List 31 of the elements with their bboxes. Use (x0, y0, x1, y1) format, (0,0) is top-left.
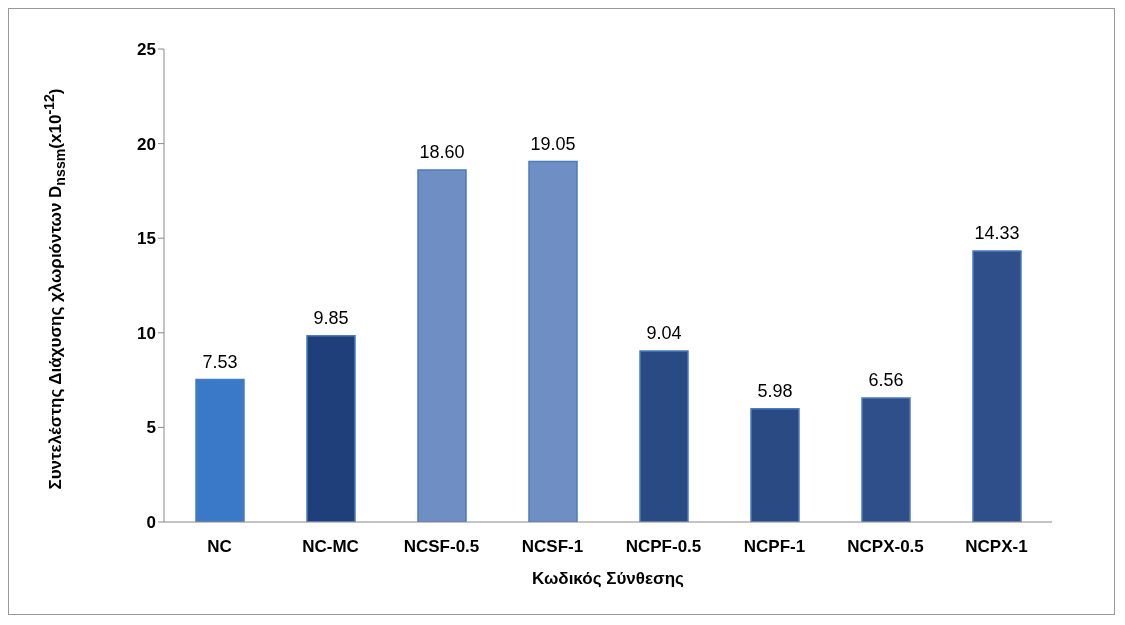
bar (417, 169, 467, 522)
data-label: 7.53 (202, 351, 238, 372)
x-tick-label: NCPF-0.5 (625, 537, 702, 557)
y-tick-label: 25 (137, 40, 156, 60)
data-label: 18.60 (419, 142, 465, 163)
x-tick-label: NCSF-1 (521, 537, 584, 557)
bar (972, 250, 1022, 522)
x-axis-title: Κωδικός Σύνθεσης (532, 569, 685, 588)
bar (639, 350, 689, 522)
x-tick-label: NCPX-0.5 (847, 537, 924, 557)
x-tick-label: NCPX-1 (965, 537, 1028, 557)
x-tick-label: NCPF-1 (743, 537, 806, 557)
bar (306, 334, 356, 522)
x-tick-label: NC-MC (302, 537, 359, 557)
y-tick-label: 0 (146, 513, 156, 533)
data-label: 5.98 (757, 380, 793, 401)
data-label: 9.04 (646, 322, 682, 343)
x-tick-label: NC (207, 537, 232, 557)
y-tick-label: 5 (146, 418, 156, 438)
data-label: 9.85 (313, 307, 349, 328)
data-label: 6.56 (868, 369, 904, 390)
y-tick-label: 20 (137, 134, 156, 154)
x-tick-label: NCSF-0.5 (403, 537, 480, 557)
y-tick-label: 15 (137, 229, 156, 249)
bar (195, 378, 245, 522)
bar (861, 397, 911, 522)
y-tick-label: 10 (137, 323, 156, 343)
bar (528, 160, 578, 522)
bar (750, 408, 800, 522)
data-label: 14.33 (974, 222, 1020, 243)
data-label: 19.05 (530, 133, 576, 154)
